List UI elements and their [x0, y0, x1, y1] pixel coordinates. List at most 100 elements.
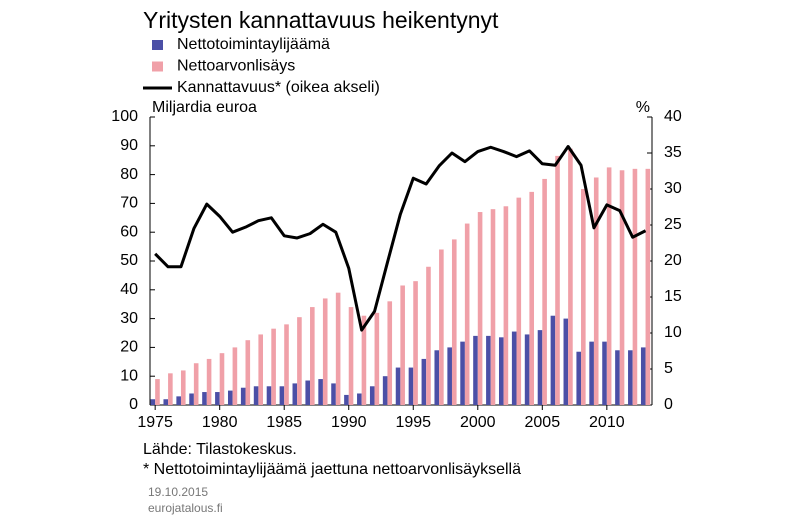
- bar: [413, 281, 418, 405]
- bar: [387, 301, 393, 405]
- bar: [331, 383, 336, 405]
- y-tick-label: 80: [120, 166, 138, 183]
- bar: [335, 292, 341, 405]
- bar: [279, 386, 285, 405]
- bar: [258, 334, 264, 405]
- bar: [537, 330, 543, 405]
- bar: [163, 399, 169, 405]
- bar: [593, 177, 599, 405]
- bar: [176, 396, 181, 405]
- y-tick-label: 90: [120, 137, 138, 154]
- bar: [477, 212, 483, 405]
- bar: [555, 155, 560, 405]
- bar: [382, 376, 388, 405]
- x-tick-label: 1985: [266, 414, 302, 431]
- legend-swatch: [152, 40, 163, 50]
- bar: [460, 341, 465, 405]
- x-tick-label: 1980: [202, 414, 238, 431]
- bar: [568, 148, 573, 405]
- bar: [232, 347, 238, 405]
- bar: [305, 380, 311, 405]
- bar: [640, 347, 646, 405]
- bar: [516, 197, 522, 405]
- line: [154, 145, 647, 332]
- bar: [297, 317, 302, 405]
- bar: [503, 206, 509, 405]
- bar: [253, 386, 259, 405]
- bar: [206, 358, 212, 405]
- bar: [240, 387, 246, 405]
- bar: [439, 249, 444, 405]
- bar: [408, 367, 414, 405]
- y-tick-label: 100: [111, 108, 138, 125]
- bar: [374, 312, 380, 405]
- bar: [589, 341, 594, 405]
- bar: [447, 347, 452, 405]
- y-tick-label: 20: [120, 339, 138, 356]
- bar: [150, 399, 156, 405]
- bar: [219, 353, 225, 405]
- x-tick-label: 2010: [589, 414, 625, 431]
- bar: [542, 178, 547, 405]
- bar: [193, 363, 199, 405]
- y-tick-label: 40: [120, 281, 138, 298]
- bar: [189, 393, 194, 405]
- bar: [348, 307, 354, 405]
- x-tick-label: 2000: [460, 414, 496, 431]
- bar: [602, 341, 607, 405]
- bar: [426, 266, 431, 405]
- y2-tick-label: 20: [664, 252, 682, 269]
- bar: [400, 285, 405, 405]
- bar: [395, 367, 401, 405]
- date: 19.10.2015: [148, 485, 208, 499]
- bar: [227, 390, 233, 405]
- bar: [581, 189, 586, 405]
- y2-label: %: [636, 99, 650, 116]
- note: * Nettotoimintaylijäämä jaettuna nettoar…: [143, 461, 521, 478]
- site: eurojatalous.fi: [148, 501, 223, 515]
- y-tick-label: 30: [120, 310, 138, 327]
- bar: [606, 167, 612, 405]
- legend-label: Kannattavuus* (oikea akseli): [177, 79, 380, 96]
- x-tick-label: 1990: [331, 414, 367, 431]
- bar: [168, 373, 173, 405]
- bar: [576, 351, 582, 405]
- bar: [310, 307, 315, 405]
- y2-tick-label: 0: [664, 396, 673, 413]
- bar: [486, 335, 491, 405]
- bar: [464, 223, 470, 405]
- bar: [615, 350, 620, 405]
- bar: [632, 168, 638, 405]
- chart-title: Yritysten kannattavuus heikentynyt: [143, 7, 499, 33]
- bar: [498, 337, 504, 405]
- bar: [563, 318, 569, 405]
- bar: [369, 386, 375, 405]
- bar: [550, 315, 556, 405]
- bar: [215, 392, 220, 405]
- bar: [645, 168, 651, 405]
- bar: [155, 379, 160, 405]
- legend-swatch: [152, 61, 163, 72]
- bar: [344, 394, 349, 405]
- bar: [511, 331, 517, 405]
- y2-tick-label: 40: [664, 108, 682, 125]
- y2-tick-label: 10: [664, 324, 682, 341]
- bar: [361, 315, 367, 405]
- bar: [421, 358, 427, 405]
- bar: [619, 170, 625, 405]
- y2-tick-label: 35: [664, 144, 682, 161]
- bar: [473, 335, 478, 405]
- bar: [292, 383, 298, 405]
- bar: [322, 298, 328, 405]
- y2-tick-label: 15: [664, 288, 682, 305]
- y-tick-label: 0: [129, 396, 138, 413]
- bar: [451, 239, 457, 405]
- y-tick-label: 60: [120, 223, 138, 240]
- bar: [434, 350, 440, 405]
- bar: [266, 386, 272, 405]
- bar: [245, 340, 251, 405]
- bar: [284, 324, 289, 405]
- source: Lähde: Tilastokeskus.: [143, 441, 297, 458]
- bar: [490, 209, 496, 405]
